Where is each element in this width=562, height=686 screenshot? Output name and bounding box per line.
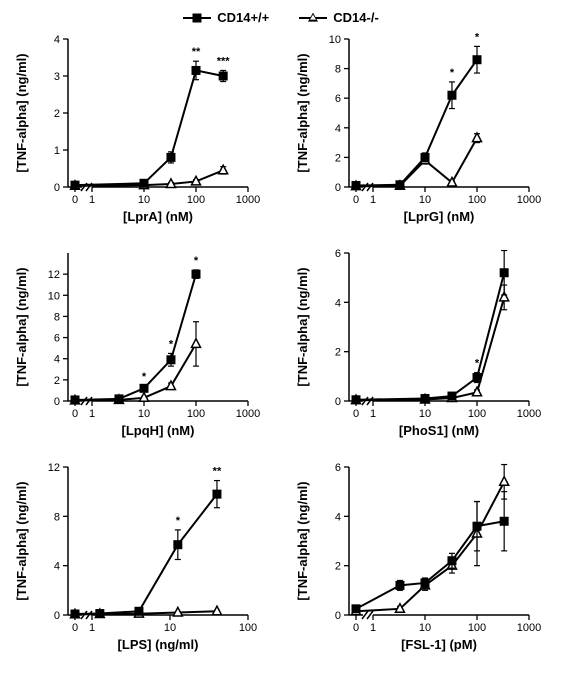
svg-text:0: 0 — [353, 194, 359, 206]
svg-text:10: 10 — [419, 622, 431, 634]
svg-text:[LprA] (nM): [LprA] (nM) — [123, 209, 193, 224]
svg-text:4: 4 — [54, 561, 60, 573]
svg-text:*: * — [450, 67, 455, 79]
chart-lprg: 024681001101001000[TNF-alpha] (ng/ml)[Lp… — [291, 29, 552, 239]
svg-text:[PhoS1] (nM): [PhoS1] (nM) — [399, 423, 479, 438]
svg-text:0: 0 — [335, 396, 341, 408]
svg-text:8: 8 — [54, 311, 60, 323]
svg-text:[TNF-alpha] (ng/ml): [TNF-alpha] (ng/ml) — [295, 481, 310, 600]
svg-text:100: 100 — [468, 622, 486, 634]
svg-text:[FSL-1] (pM): [FSL-1] (pM) — [401, 637, 477, 652]
chart-phos1: 024601101001000[TNF-alpha] (ng/ml)[PhoS1… — [291, 243, 552, 453]
svg-text:10: 10 — [138, 408, 150, 420]
svg-text:6: 6 — [335, 93, 341, 105]
svg-text:[TNF-alpha] (ng/ml): [TNF-alpha] (ng/ml) — [14, 53, 29, 172]
svg-text:4: 4 — [335, 511, 341, 523]
svg-text:0: 0 — [353, 408, 359, 420]
svg-text:1000: 1000 — [236, 408, 260, 420]
svg-text:1: 1 — [370, 194, 376, 206]
svg-text:[TNF-alpha] (ng/ml): [TNF-alpha] (ng/ml) — [14, 481, 29, 600]
square-marker-icon — [183, 12, 211, 24]
svg-text:0: 0 — [54, 610, 60, 622]
legend-wt: CD14+/+ — [183, 10, 269, 25]
svg-text:2: 2 — [335, 347, 341, 359]
svg-text:10: 10 — [138, 194, 150, 206]
svg-text:2: 2 — [54, 108, 60, 120]
svg-text:1: 1 — [54, 145, 60, 157]
chart-lpqh: 02468101201101001000[TNF-alpha] (ng/ml)[… — [10, 243, 271, 453]
svg-text:12: 12 — [48, 269, 60, 281]
svg-text:0: 0 — [54, 182, 60, 194]
svg-text:100: 100 — [239, 622, 257, 634]
svg-text:1000: 1000 — [236, 194, 260, 206]
svg-text:100: 100 — [187, 408, 205, 420]
svg-text:*: * — [475, 31, 480, 43]
legend-ko-label: CD14-/- — [333, 10, 379, 25]
svg-text:***: *** — [217, 55, 231, 67]
svg-text:6: 6 — [54, 333, 60, 345]
svg-text:100: 100 — [468, 408, 486, 420]
svg-text:10: 10 — [419, 194, 431, 206]
svg-text:*: * — [194, 255, 199, 267]
svg-text:0: 0 — [54, 396, 60, 408]
svg-text:2: 2 — [335, 561, 341, 573]
svg-text:1: 1 — [89, 194, 95, 206]
svg-text:0: 0 — [353, 622, 359, 634]
legend-ko: CD14-/- — [299, 10, 379, 25]
svg-text:2: 2 — [335, 152, 341, 164]
svg-text:1000: 1000 — [517, 622, 541, 634]
svg-text:*: * — [475, 358, 480, 370]
svg-text:10: 10 — [419, 408, 431, 420]
legend-wt-label: CD14+/+ — [217, 10, 269, 25]
svg-text:100: 100 — [468, 194, 486, 206]
svg-text:6: 6 — [335, 248, 341, 260]
svg-text:8: 8 — [54, 511, 60, 523]
svg-text:6: 6 — [335, 462, 341, 474]
triangle-marker-icon — [299, 12, 327, 24]
svg-text:**: ** — [192, 46, 201, 58]
svg-text:0: 0 — [72, 194, 78, 206]
svg-text:1: 1 — [89, 622, 95, 634]
svg-text:1: 1 — [370, 622, 376, 634]
svg-text:1: 1 — [370, 408, 376, 420]
svg-text:100: 100 — [187, 194, 205, 206]
svg-text:**: ** — [213, 466, 222, 478]
svg-text:[LPS] (ng/ml): [LPS] (ng/ml) — [118, 637, 199, 652]
chart-lps: 048120110100[TNF-alpha] (ng/ml)[LPS] (ng… — [10, 457, 271, 667]
svg-text:0: 0 — [72, 622, 78, 634]
svg-text:1000: 1000 — [517, 408, 541, 420]
svg-text:0: 0 — [72, 408, 78, 420]
chart-grid: 0123401101001000[TNF-alpha] (ng/ml)[LprA… — [10, 29, 552, 667]
svg-text:3: 3 — [54, 71, 60, 83]
legend: CD14+/+ CD14-/- — [10, 10, 552, 25]
svg-text:4: 4 — [54, 34, 60, 46]
svg-text:12: 12 — [48, 462, 60, 474]
svg-text:[LprG] (nM): [LprG] (nM) — [404, 209, 475, 224]
svg-text:10: 10 — [164, 622, 176, 634]
svg-text:4: 4 — [54, 354, 60, 366]
chart-lpra: 0123401101001000[TNF-alpha] (ng/ml)[LprA… — [10, 29, 271, 239]
svg-text:2: 2 — [54, 375, 60, 387]
svg-text:[TNF-alpha] (ng/ml): [TNF-alpha] (ng/ml) — [295, 267, 310, 386]
svg-text:*: * — [169, 338, 174, 350]
svg-text:1: 1 — [89, 408, 95, 420]
svg-text:[TNF-alpha] (ng/ml): [TNF-alpha] (ng/ml) — [14, 267, 29, 386]
svg-text:8: 8 — [335, 64, 341, 76]
svg-text:0: 0 — [335, 182, 341, 194]
svg-text:*: * — [142, 371, 147, 383]
svg-text:0: 0 — [335, 610, 341, 622]
svg-text:1000: 1000 — [517, 194, 541, 206]
chart-fsl1: 024601101001000[TNF-alpha] (ng/ml)[FSL-1… — [291, 457, 552, 667]
svg-text:10: 10 — [48, 290, 60, 302]
svg-text:10: 10 — [329, 34, 341, 46]
svg-text:4: 4 — [335, 297, 341, 309]
svg-text:[TNF-alpha] (ng/ml): [TNF-alpha] (ng/ml) — [295, 53, 310, 172]
svg-text:4: 4 — [335, 123, 341, 135]
svg-text:*: * — [176, 515, 181, 527]
svg-text:[LpqH] (nM): [LpqH] (nM) — [122, 423, 195, 438]
